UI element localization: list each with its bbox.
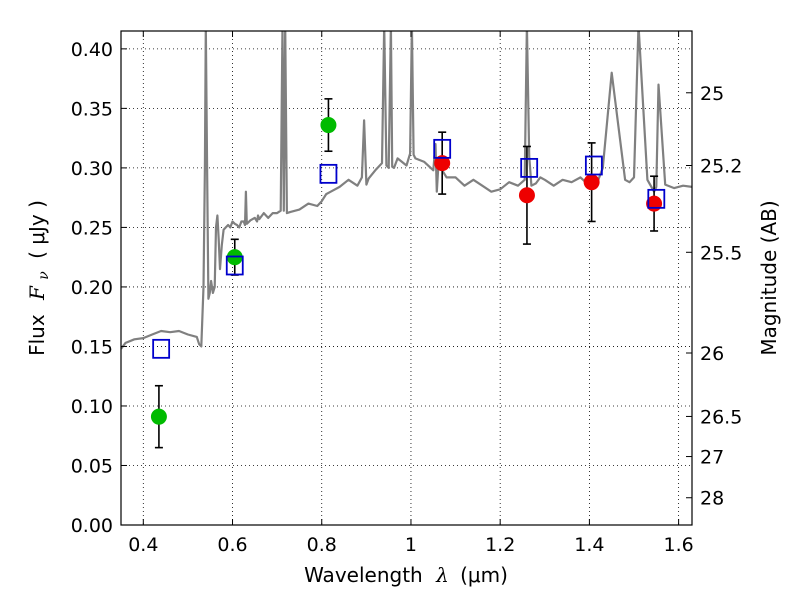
model-spectrum-group [121, 31, 692, 350]
y2-tick-label: 28 [700, 488, 724, 510]
x-axis-label-prefix: Wavelength [304, 563, 423, 587]
model-photometry-square [433, 138, 452, 159]
y2-tick-label: 25.2 [700, 156, 742, 178]
x-tick-label: 1.4 [574, 534, 604, 556]
y-axis-label-unit: ( μJy ) [25, 200, 49, 259]
y-tick-label: 0.20 [71, 277, 113, 299]
x-tick-label: 1.6 [664, 534, 694, 556]
y-tick-label: 0.00 [71, 515, 113, 537]
y-tick-label: 0.25 [71, 217, 113, 239]
x-tick-label: 0.8 [307, 534, 337, 556]
model-spectrum-line [121, 31, 692, 350]
y-tick-label: 0.10 [71, 396, 113, 418]
model-photometry-square [225, 255, 244, 276]
y-axis-label: Flux F ν ( μJy ) [25, 200, 53, 356]
green-data-point [320, 117, 337, 134]
model-photometry-square [520, 157, 539, 178]
y2-axis-label: Magnitude (AB) [757, 200, 781, 355]
y2-tick-label: 25.5 [700, 242, 742, 264]
x-axis-label-unit: (μm) [460, 563, 508, 587]
x-axis-label-symbol: λ [435, 563, 449, 587]
red-data-point [518, 187, 535, 204]
y-tick-label: 0.15 [71, 336, 113, 358]
y-tick-label: 0.05 [71, 455, 113, 477]
y-tick-label: 0.30 [71, 158, 113, 180]
plot-frame [120, 30, 693, 526]
x-tick-label: 0.4 [128, 534, 158, 556]
y2-tick-label: 25 [700, 83, 724, 105]
green-data-point [150, 408, 167, 425]
ticks: 0.4 0.6 0.8 1 1.2 1.4 1.6 0.00 0.05 0.10 0.15 0.20 0… [71, 31, 742, 556]
model-photometry-square [584, 155, 603, 176]
y-axis-label-subscript: ν [36, 271, 52, 280]
model-photometry-square [319, 163, 338, 184]
y-tick-label: 0.40 [71, 39, 113, 61]
x-tick-label: 1 [405, 534, 417, 556]
model-photometry-square [647, 188, 666, 209]
y-axis-label-symbol: F [25, 285, 49, 301]
y-axis-label-prefix: Flux [25, 314, 49, 356]
x-tick-label: 1.2 [485, 534, 515, 556]
red-data-point [434, 155, 451, 172]
data-points-group [150, 98, 666, 449]
y-tick-label: 0.35 [71, 98, 113, 120]
y2-tick-label: 27 [700, 447, 724, 469]
model-photometry-square [152, 338, 171, 359]
x-tick-label: 0.6 [217, 534, 247, 556]
y2-tick-label: 26.5 [700, 406, 742, 428]
red-data-point [583, 174, 600, 191]
y2-tick-label: 26 [700, 343, 724, 365]
x-axis-label: Wavelength λ (μm) [304, 563, 508, 587]
